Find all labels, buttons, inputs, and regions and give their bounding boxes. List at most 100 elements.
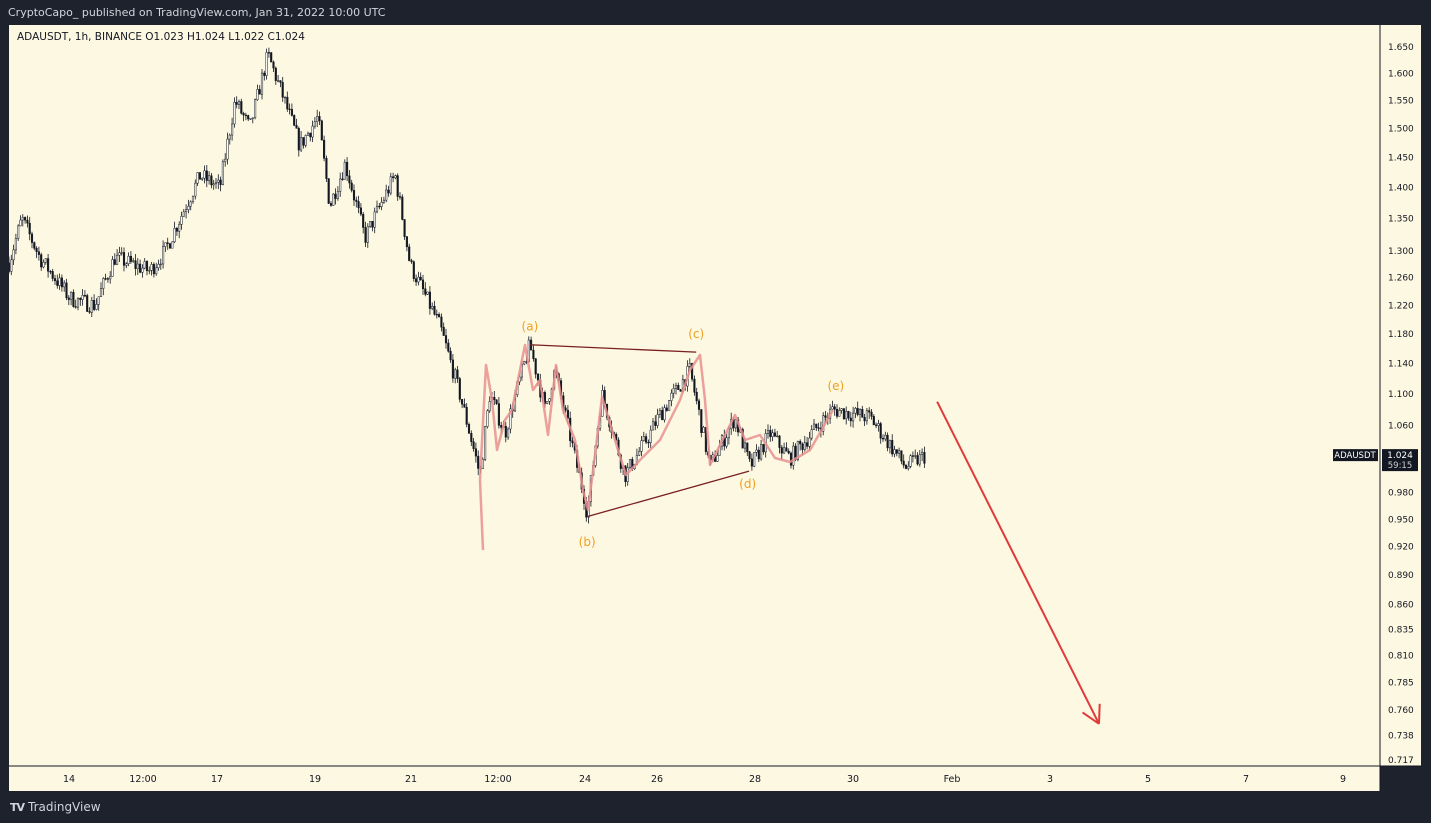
candle-body xyxy=(173,227,176,243)
candle-body xyxy=(65,282,68,299)
candle-body xyxy=(10,259,13,272)
x-tick-label: 14 xyxy=(63,774,75,785)
candle-body xyxy=(884,434,887,440)
y-tick-label: 1.650 xyxy=(1388,43,1414,53)
candle-body xyxy=(122,252,126,266)
candle-body xyxy=(40,254,43,268)
candle-body xyxy=(175,227,178,232)
candle-body xyxy=(465,406,468,425)
candle-body xyxy=(198,172,201,180)
candle-body xyxy=(780,447,783,454)
candle-body xyxy=(47,258,50,272)
x-tick-label: 19 xyxy=(309,774,321,785)
candle-body xyxy=(642,436,645,441)
candle-body xyxy=(486,410,489,427)
symbol-tag: ADAUSDT xyxy=(1334,451,1376,461)
x-tick-label: 12:00 xyxy=(129,774,156,785)
candle-body xyxy=(424,288,427,295)
candle-body xyxy=(921,452,924,455)
candle-body xyxy=(778,435,781,448)
y-tick-label: 0.785 xyxy=(1388,678,1414,688)
candle-body xyxy=(76,298,80,308)
candle-body xyxy=(237,101,241,105)
candle-body xyxy=(283,96,287,99)
candle-body xyxy=(210,175,213,186)
candle-body xyxy=(392,176,395,179)
candle-body xyxy=(410,260,413,263)
candle-body xyxy=(201,177,204,180)
candle-body xyxy=(346,161,349,177)
candle-body xyxy=(364,227,367,243)
candle-body xyxy=(21,217,24,221)
candle-body xyxy=(458,378,461,400)
candle-body xyxy=(288,108,291,110)
tradingview-logo[interactable]: TV TradingView xyxy=(10,800,101,814)
candle-body xyxy=(293,115,296,126)
candle-body xyxy=(507,428,510,438)
candle-body xyxy=(187,205,190,210)
wave-label: (c) xyxy=(688,327,704,341)
candle-body xyxy=(369,221,372,227)
candle-body xyxy=(571,440,574,444)
arrow-head xyxy=(1098,703,1101,724)
candle-body xyxy=(854,408,857,414)
candle-body xyxy=(677,385,680,390)
candle-body xyxy=(267,52,270,54)
candle-body xyxy=(868,410,871,413)
candle-body xyxy=(697,400,701,410)
candle-body xyxy=(856,408,859,415)
candle-body xyxy=(564,407,567,411)
candle-body xyxy=(389,176,392,194)
candle-body xyxy=(888,440,891,449)
x-tick-label: Feb xyxy=(944,774,961,785)
candle-body xyxy=(113,259,116,265)
candle-body xyxy=(136,263,139,269)
candle-body xyxy=(263,72,266,76)
candle-body xyxy=(72,291,75,307)
candle-body xyxy=(191,195,195,203)
candle-body xyxy=(806,442,809,447)
candle-body xyxy=(325,158,328,179)
candle-body xyxy=(546,401,549,404)
y-tick-label: 1.600 xyxy=(1388,69,1414,79)
candle-body xyxy=(493,396,496,401)
candle-body xyxy=(19,219,22,227)
candle-body xyxy=(461,399,464,405)
candle-body xyxy=(28,222,31,235)
candle-body xyxy=(470,433,473,442)
candle-body xyxy=(438,314,441,318)
candle-body xyxy=(792,445,795,466)
candle-body xyxy=(86,295,89,312)
time-axis xyxy=(9,766,1380,791)
candle-body xyxy=(83,295,86,297)
candle-body xyxy=(295,125,298,129)
candle-body xyxy=(58,277,61,286)
candle-body xyxy=(783,447,786,454)
candle-body xyxy=(766,429,770,434)
y-tick-label: 1.400 xyxy=(1388,184,1414,194)
candle-body xyxy=(702,427,705,433)
candle-body xyxy=(417,276,420,283)
candle-body xyxy=(536,373,540,381)
candle-body xyxy=(260,72,264,95)
candle-body xyxy=(688,363,691,367)
candle-body xyxy=(150,264,153,271)
candle-body xyxy=(212,183,215,186)
candle-body xyxy=(428,291,431,309)
price-chart[interactable]: 1.650 1.600 1.550 1.500 1.450 1.400 1.350 1.300… xyxy=(9,25,1421,791)
candle-body xyxy=(799,441,802,445)
arrow-head xyxy=(1081,711,1100,725)
candle-body xyxy=(320,120,323,141)
candle-body xyxy=(865,410,868,422)
candle-body xyxy=(109,276,112,280)
candle-body xyxy=(378,205,381,208)
candle-body xyxy=(251,117,254,119)
candle-body xyxy=(274,67,277,81)
candle-body xyxy=(51,271,54,279)
candle-body xyxy=(106,278,109,280)
candle-body xyxy=(102,278,105,289)
triangle-line xyxy=(586,470,750,518)
candle-body xyxy=(30,233,34,243)
candle-body xyxy=(695,391,698,402)
candle-body xyxy=(863,417,866,422)
